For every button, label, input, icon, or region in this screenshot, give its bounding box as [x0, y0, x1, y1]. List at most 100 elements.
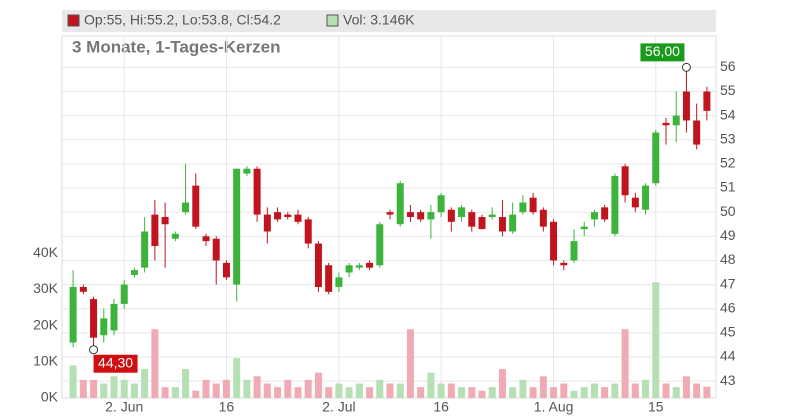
candle-body [447, 209, 455, 222]
candle-body [642, 185, 650, 210]
candle-body [631, 197, 639, 208]
candle-body [519, 202, 527, 213]
y2-tick-label: 40K [33, 244, 59, 260]
y-tick-label: 44 [720, 348, 736, 364]
volume-bar [447, 383, 455, 398]
y-tick-label: 49 [720, 227, 736, 243]
candle-body [284, 214, 292, 217]
subtitle: 3 Monate, 1-Tages-Kerzen [72, 37, 280, 56]
volume-bar [376, 379, 384, 398]
x-tick-label: 15 [648, 399, 664, 415]
candle-body [468, 212, 476, 227]
volume-bar [212, 383, 220, 398]
candle-body [601, 207, 609, 220]
y-tick-label: 52 [720, 155, 736, 171]
candle-body [427, 212, 435, 220]
volume-bar [222, 379, 230, 398]
volume-bar [90, 379, 98, 398]
x-tick-label: 2. Jul [322, 399, 355, 415]
candle-body [580, 226, 588, 230]
x-tick-label: 16 [219, 399, 235, 415]
volume-bar [529, 387, 537, 398]
volume-bar [682, 376, 690, 398]
candle-body [182, 202, 190, 213]
candle-body [376, 224, 384, 266]
volume-bar [672, 387, 680, 398]
y-tick-label: 54 [720, 106, 736, 122]
candle-body [100, 318, 108, 336]
y-tick-label: 50 [720, 203, 736, 219]
y-tick-label: 45 [720, 324, 736, 340]
y-tick-label: 47 [720, 275, 736, 291]
volume-bar [79, 379, 87, 398]
volume-bar [151, 329, 159, 398]
volume-bar [355, 383, 363, 398]
candle-body [498, 217, 506, 232]
volume-bar [253, 376, 261, 398]
volume-bar [396, 383, 404, 398]
volume-bar [406, 329, 414, 398]
candle-body [355, 265, 363, 268]
volume-bar [304, 379, 312, 398]
candle-body [662, 122, 670, 126]
candle-body [253, 168, 261, 215]
candle-body [570, 241, 578, 261]
volume-bar [560, 383, 568, 398]
volume-bar [345, 387, 353, 398]
x-tick-label: 2. Jun [105, 399, 143, 415]
volume-bar [498, 369, 506, 398]
volume-bar [539, 376, 547, 398]
candle-body [560, 262, 568, 266]
volume-bar [274, 387, 282, 398]
candle-body [386, 212, 394, 215]
volume-bar [427, 372, 435, 398]
volume-bar [550, 387, 558, 398]
candle-body [621, 166, 629, 196]
annotation-marker [681, 62, 691, 72]
volume-bar [325, 387, 333, 398]
volume-bar [590, 383, 598, 398]
candle-body [90, 299, 98, 338]
candle-body [417, 212, 425, 220]
y-tick-label: 53 [720, 130, 736, 146]
y2-tick-label: 0K [41, 389, 59, 405]
annotation-label: 44,30 [98, 354, 133, 370]
annotation-label: 56,00 [645, 43, 680, 59]
candle-body [192, 185, 200, 227]
y-tick-label: 55 [720, 82, 736, 98]
volume-bar [570, 390, 578, 398]
volume-bar [69, 365, 77, 398]
ohlc-legend: Op:55, Hi:55.2, Lo:53.8, Cl:54.2 [84, 12, 281, 28]
candle-body [539, 209, 547, 227]
candle-body [672, 115, 680, 126]
x-tick-label: 1. Aug [534, 399, 574, 415]
volume-bar [243, 379, 251, 398]
y-tick-label: 51 [720, 179, 736, 195]
annotation-box [93, 354, 138, 373]
candle-body [396, 183, 404, 225]
volume-bar [314, 372, 322, 398]
volume-bar [182, 369, 190, 398]
volume-bar [100, 383, 108, 398]
candle-body [233, 168, 241, 285]
volume-bar [468, 387, 476, 398]
candle-body [529, 197, 537, 213]
volume-bar [263, 383, 271, 398]
volume-bar [120, 379, 128, 398]
candle-body [458, 207, 466, 217]
candle-body [171, 233, 179, 239]
candle-body [212, 238, 220, 261]
candle-body [693, 120, 701, 145]
candle-body [325, 265, 333, 292]
candle-body [222, 262, 230, 278]
volume-bar [161, 387, 169, 398]
candle-body [652, 132, 660, 184]
candle-body [406, 212, 414, 217]
candle-body [130, 270, 138, 275]
candle-body [110, 303, 118, 331]
candle-body [366, 262, 374, 268]
volume-bar [693, 383, 701, 398]
ohlc-swatch [67, 14, 80, 27]
volume-bar [294, 387, 302, 398]
